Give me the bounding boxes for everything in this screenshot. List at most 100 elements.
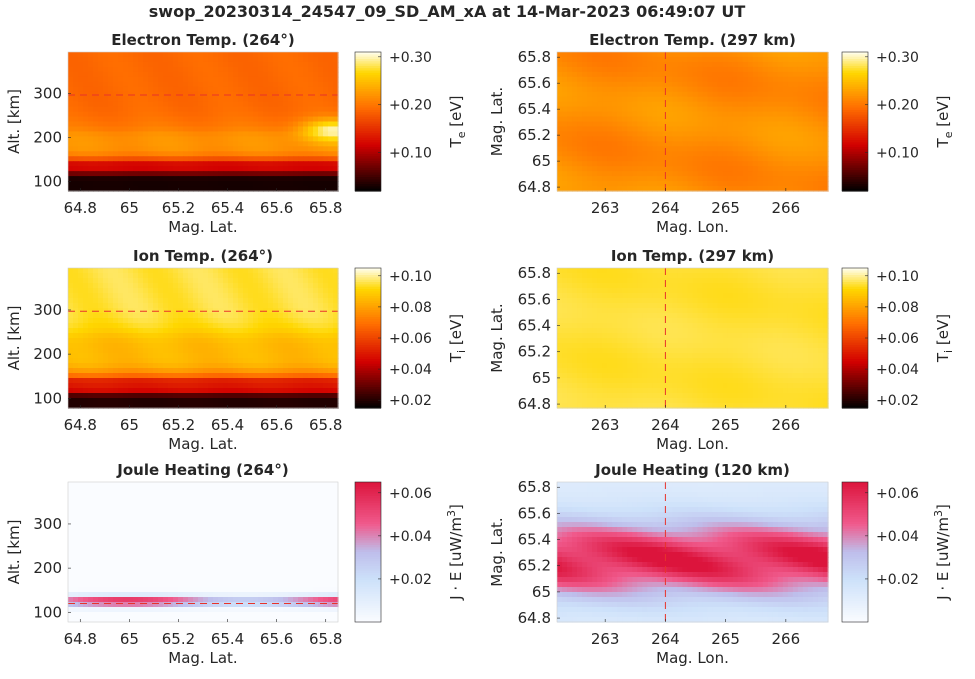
- heatmap-cell: [158, 102, 164, 108]
- heatmap-cell: [738, 112, 744, 118]
- heatmap-cell: [73, 353, 79, 359]
- heatmap-cell: [223, 166, 229, 172]
- heatmap-cell: [223, 298, 229, 304]
- heatmap-cell: [803, 161, 809, 167]
- heatmap-cell: [768, 92, 774, 98]
- heatmap-cell: [218, 122, 224, 128]
- heatmap-cell: [698, 278, 704, 284]
- heatmap-cell: [168, 333, 174, 339]
- heatmap-cell: [218, 181, 224, 187]
- heatmap-cell: [163, 293, 169, 299]
- heatmap-cell: [113, 363, 119, 369]
- heatmap-cell: [83, 318, 89, 324]
- heatmap-cell: [788, 136, 794, 142]
- heatmap-cell: [622, 77, 628, 83]
- heatmap-cell: [78, 378, 84, 384]
- heatmap-cell: [677, 117, 683, 123]
- heatmap-cell: [153, 388, 159, 394]
- x-tick-label: 64.8: [64, 416, 97, 434]
- heatmap-cell: [198, 373, 204, 379]
- heatmap-cell: [273, 67, 279, 73]
- heatmap-cell: [803, 166, 809, 172]
- heatmap-cell: [783, 141, 789, 147]
- heatmap-cell: [98, 161, 104, 167]
- heatmap-cell: [693, 52, 699, 58]
- heatmap-cell: [288, 343, 294, 349]
- heatmap-cell: [657, 161, 663, 167]
- heatmap-cell: [303, 72, 309, 78]
- heatmap-cell: [753, 77, 759, 83]
- heatmap-cell: [622, 82, 628, 88]
- heatmap-cell: [617, 136, 623, 142]
- heatmap-cell: [263, 97, 269, 103]
- heatmap-cell: [303, 102, 309, 108]
- heatmap-cell: [567, 161, 573, 167]
- heatmap-cell: [233, 278, 239, 284]
- heatmap-cell: [328, 293, 334, 299]
- heatmap-cell: [93, 171, 99, 177]
- heatmap-cell: [208, 273, 214, 279]
- heatmap-cell: [283, 268, 289, 274]
- heatmap-cell: [597, 278, 603, 284]
- heatmap-cell: [183, 156, 189, 162]
- heatmap-cell: [813, 117, 819, 123]
- heatmap-cell: [273, 151, 279, 157]
- heatmap-cell: [98, 363, 104, 369]
- heatmap-cell: [693, 151, 699, 157]
- heatmap-cell: [647, 273, 653, 279]
- heatmap-cell: [768, 57, 774, 63]
- heatmap-cell: [118, 97, 124, 103]
- heatmap-cell: [748, 82, 754, 88]
- heatmap-cell: [208, 303, 214, 309]
- heatmap-cell: [713, 176, 719, 182]
- heatmap-cell: [577, 126, 583, 132]
- x-tick-label: 65.6: [260, 199, 293, 217]
- heatmap-cell: [113, 87, 119, 93]
- heatmap-cell: [577, 97, 583, 103]
- heatmap-cell: [223, 353, 229, 359]
- heatmap-cell: [93, 151, 99, 157]
- heatmap-cell: [113, 67, 119, 73]
- heatmap-cell: [218, 117, 224, 123]
- heatmap-cell: [768, 141, 774, 147]
- heatmap-cell: [138, 358, 144, 364]
- heatmap-cell: [793, 82, 799, 88]
- heatmap-cell: [73, 288, 79, 294]
- heatmap-cell: [113, 146, 119, 152]
- heatmap-cell: [293, 117, 299, 123]
- heatmap-cell: [258, 151, 264, 157]
- heatmap-cell: [163, 378, 169, 384]
- heatmap-cell: [753, 87, 759, 93]
- heatmap-cell: [143, 176, 149, 182]
- heatmap-cell: [98, 141, 104, 147]
- heatmap-cell: [98, 358, 104, 364]
- heatmap-cell: [253, 293, 259, 299]
- heatmap-cell: [602, 92, 608, 98]
- heatmap-cell: [103, 293, 109, 299]
- heatmap-cell: [68, 67, 74, 73]
- heatmap-cell: [783, 92, 789, 98]
- heatmap-cell: [708, 112, 714, 118]
- heatmap-cell: [113, 343, 119, 349]
- heatmap-cell: [258, 117, 264, 123]
- heatmap-cell: [118, 398, 124, 404]
- heatmap-cell: [288, 268, 294, 274]
- heatmap-cell: [183, 107, 189, 113]
- heatmap-cell: [228, 398, 234, 404]
- heatmap-cell: [632, 107, 638, 113]
- heatmap-cell: [708, 102, 714, 108]
- heatmap-cell: [288, 313, 294, 319]
- heatmap-cell: [248, 393, 254, 399]
- heatmap-cell: [83, 373, 89, 379]
- heatmap-cell: [218, 343, 224, 349]
- heatmap-cell: [238, 141, 244, 147]
- heatmap-cell: [193, 303, 199, 309]
- heatmap-cell: [303, 52, 309, 58]
- heatmap-cell: [248, 57, 254, 63]
- heatmap-cell: [88, 166, 94, 172]
- heatmap-cell: [303, 318, 309, 324]
- heatmap-cell: [728, 112, 734, 118]
- heatmap-cell: [682, 77, 688, 83]
- heatmap-cell: [118, 338, 124, 344]
- heatmap-cell: [98, 166, 104, 172]
